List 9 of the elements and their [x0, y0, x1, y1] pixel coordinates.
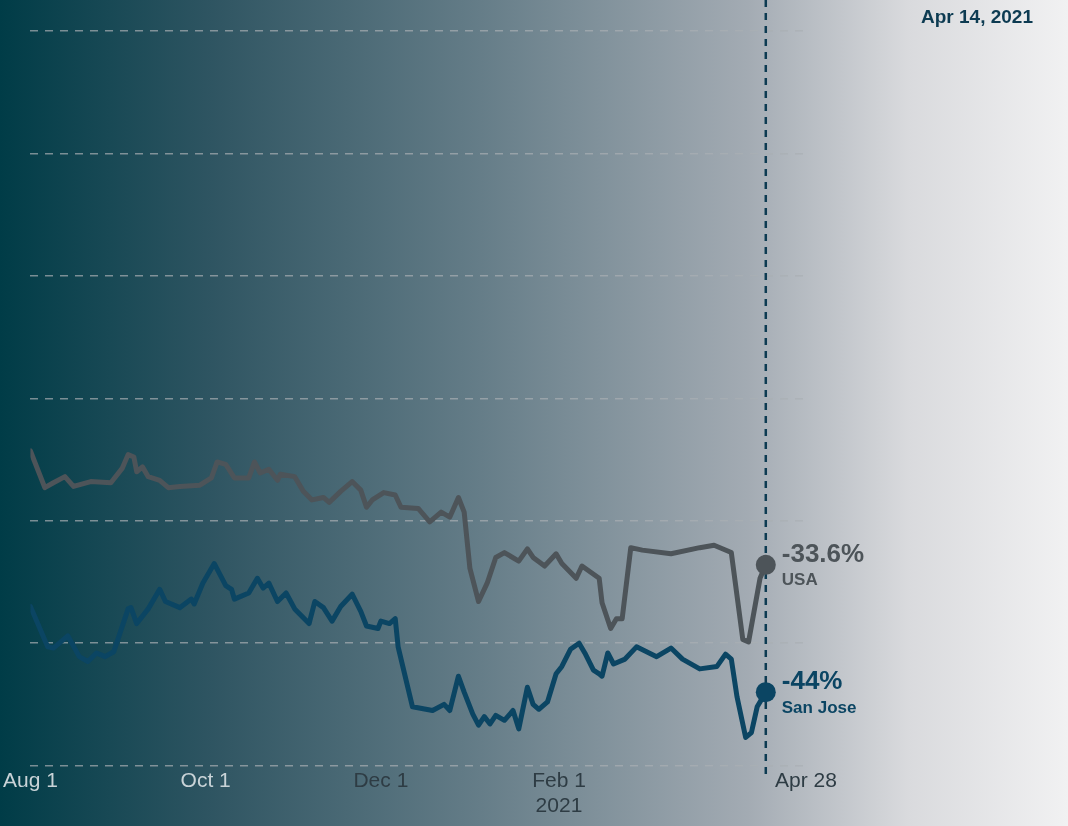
series-label: USA: [781, 570, 818, 590]
x-tick-label: Oct 1: [180, 768, 231, 791]
x-tick-label: Apr 28: [775, 768, 837, 791]
series-label: San Jose: [781, 697, 857, 717]
x-tick-label: Feb 1 2021: [532, 768, 586, 817]
ref-line-label: Apr 14, 2021: [921, 6, 1034, 28]
data-label: -44%: [781, 665, 843, 696]
data-label: -33.6%: [781, 537, 865, 568]
x-tick-label: Aug 1: [2, 768, 58, 791]
